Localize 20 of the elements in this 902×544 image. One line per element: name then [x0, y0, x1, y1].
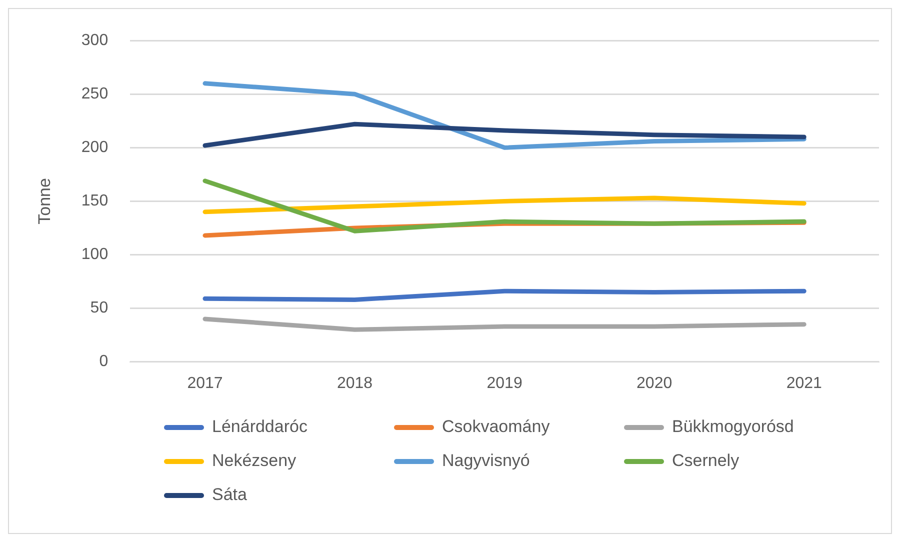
legend-label: Nekézseny: [212, 451, 296, 471]
y-tick-label: 150: [81, 192, 108, 210]
y-tick-label: 100: [81, 246, 108, 264]
legend-label: Csernely: [672, 451, 740, 471]
y-tick-label: 0: [99, 353, 108, 370]
y-tick-label: 50: [90, 300, 108, 317]
legend-label: Sáta: [212, 485, 247, 505]
y-tick-label: 250: [81, 86, 108, 103]
y-axis-title: Tonne: [34, 178, 54, 224]
legend-label: Csokvaomány: [442, 417, 550, 437]
legend-label: Nagyvisnyó: [442, 451, 530, 471]
x-tick-label: 2017: [187, 374, 223, 392]
y-tick-label: 300: [81, 32, 108, 50]
x-tick-label: 2021: [786, 374, 822, 392]
x-tick-label: 2019: [486, 374, 522, 392]
legend-label: Bükkmogyorósd: [672, 417, 794, 437]
x-tick-label: 2020: [636, 374, 672, 392]
legend-label: Lénárddaróc: [212, 417, 308, 437]
y-tick-label: 200: [81, 139, 108, 156]
x-tick-label: 2018: [336, 374, 373, 392]
